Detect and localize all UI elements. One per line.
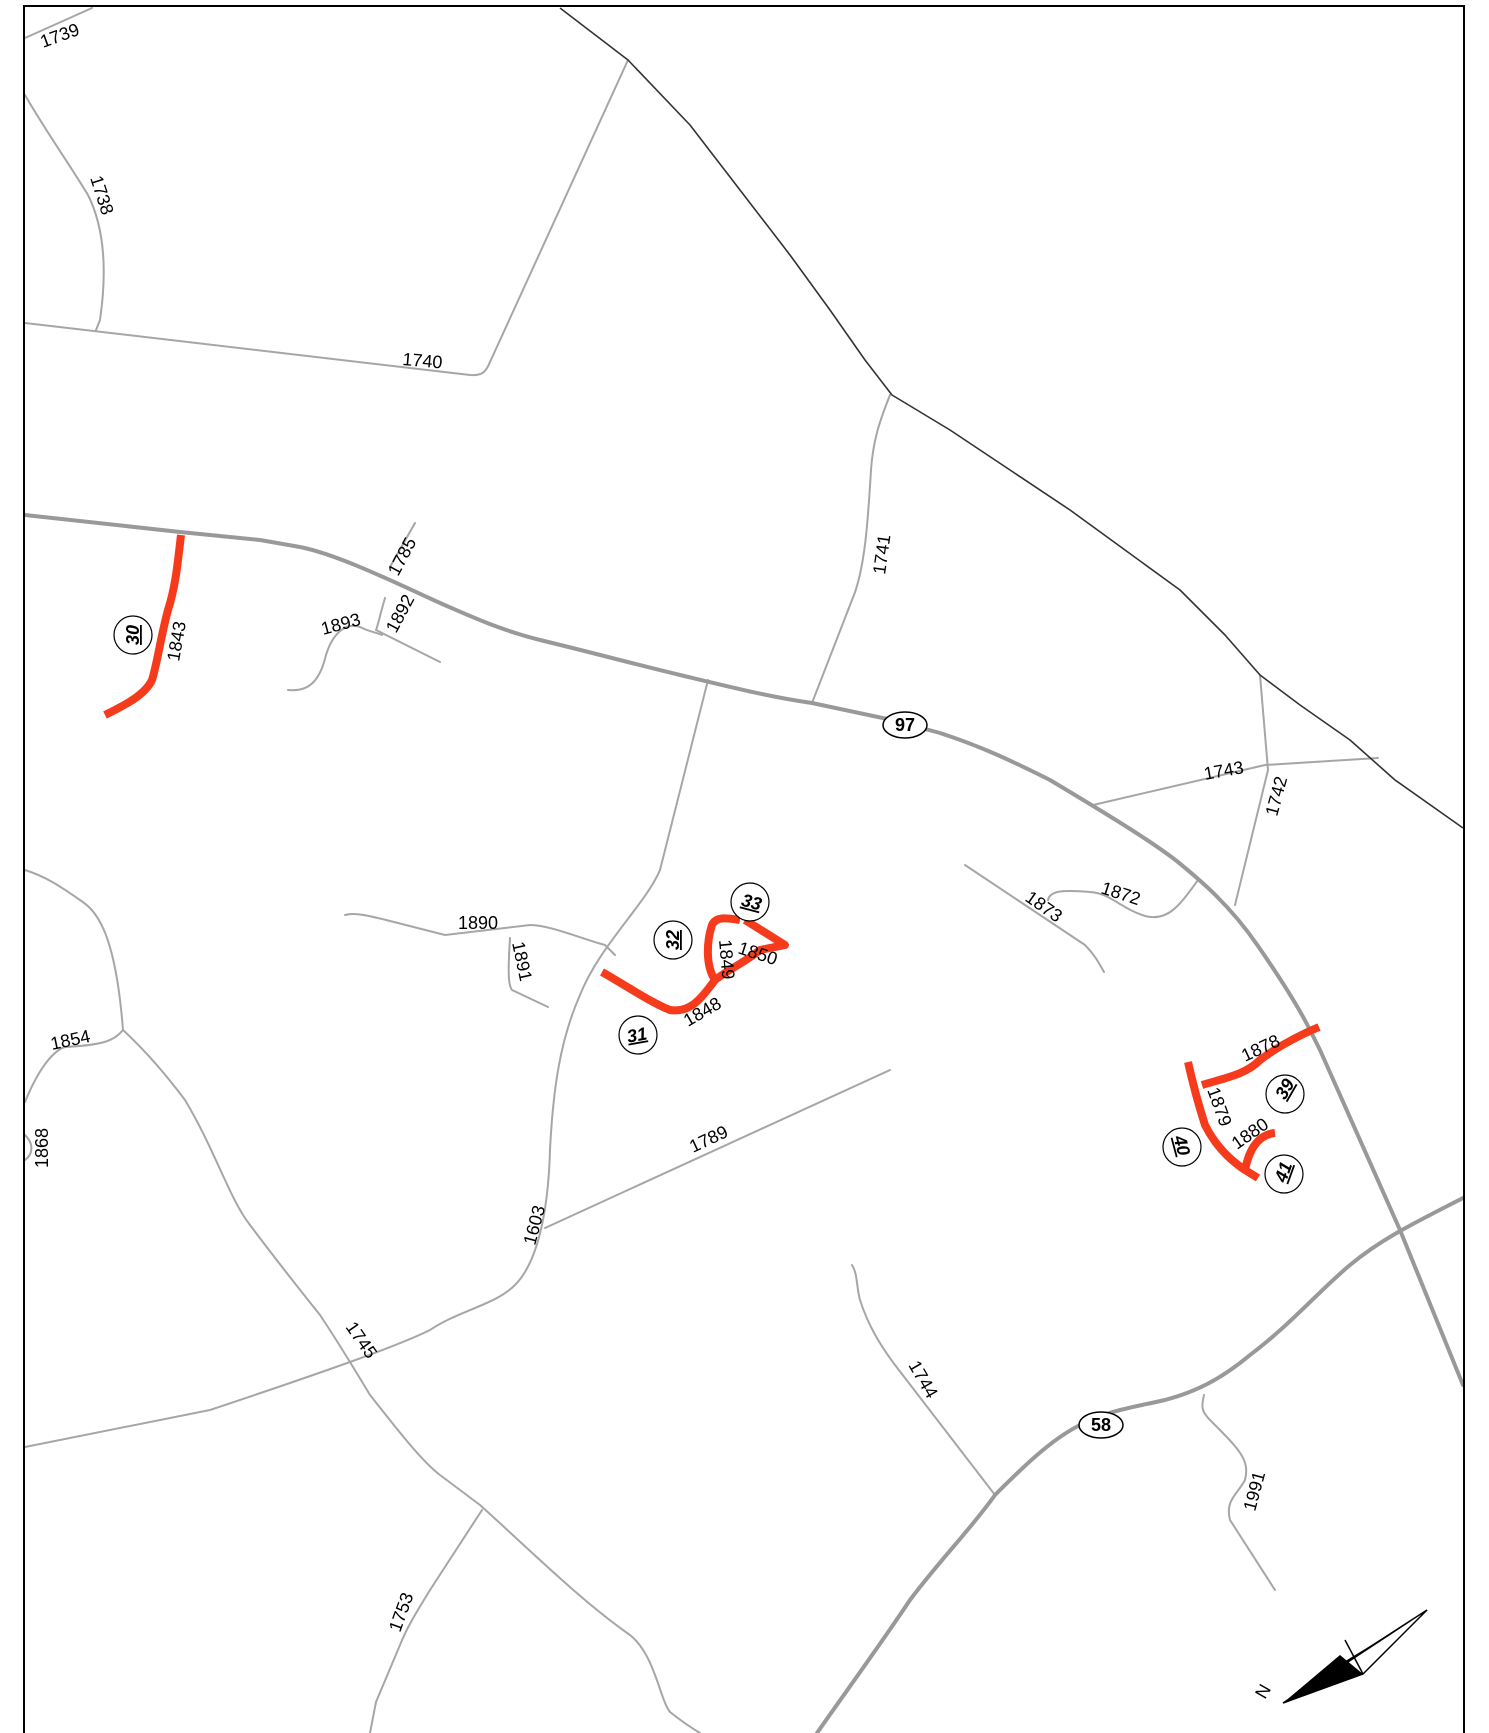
highway-shield-label: 97 [895,715,915,735]
road-1872 [1047,879,1199,919]
road-label: 1739 [38,19,82,51]
project-segment-1880 [1241,1129,1276,1171]
road-1892 [375,597,441,663]
road-1991 [1201,1394,1276,1591]
road-label: 1738 [86,173,117,217]
primary-routes [23,513,1465,1733]
road-label: 1891 [508,940,536,983]
road-label: 1854 [49,1026,92,1054]
project-marker-label: 31 [625,1024,648,1047]
road-1603 [24,679,709,1448]
highway-shield-58: 58 [1078,1411,1124,1439]
road-1740 [24,59,629,377]
project-marker-label: 30 [123,625,143,645]
road-label: 1753 [385,1590,417,1634]
project-marker-30: 30 [113,615,153,655]
road-label: 1789 [686,1122,731,1157]
route-58 [815,1196,1465,1733]
road-label: 1743 [1202,757,1245,784]
project-segment-1879 [1184,1061,1261,1182]
road-label: 1741 [869,533,894,575]
road-label: 1893 [319,609,363,639]
map-frame [23,5,1465,1733]
road-1753 [369,1509,483,1733]
road-1854 [24,869,124,1103]
road-1868 [24,1134,33,1161]
project-marker-41: 41 [1264,1154,1304,1194]
project-segment-1850 [712,916,789,984]
road-label: 1991 [1240,1469,1270,1513]
road-1873 [964,864,1105,973]
road-1739 [24,7,93,39]
project-marker-32: 32 [653,920,693,960]
road-label: 1740 [402,349,444,372]
project-marker-31: 31 [618,1015,658,1055]
road-label: 1849 [715,939,738,981]
road-1785 [389,522,416,568]
road-1744 [851,1264,996,1496]
project-marker-33: 33 [730,882,770,922]
project-segment-1843 [103,534,185,719]
project-marker-label: 32 [663,930,683,950]
highway-shield-97: 97 [882,711,928,739]
secondary-roads [24,7,1379,1733]
road-1743 [1092,757,1379,806]
road-label: 1785 [384,534,420,579]
road-1893 [287,624,383,692]
project-marker-39: 39 [1265,1074,1305,1114]
road-label: 1868 [32,1128,52,1168]
project-marker-40: 40 [1162,1127,1202,1167]
shield-oval-icon [882,711,928,739]
road-label: 1890 [458,913,498,933]
project-segment-1878 [1200,1023,1321,1089]
county-boundary [559,7,1464,829]
road-labels: 1739 1738 1740 1741 1785 1892 1893 1843 … [32,19,1291,1634]
road-label: 1603 [520,1203,550,1247]
route-97 [23,513,1465,1387]
road-1891 [507,937,549,1008]
project-segment-1848 [600,968,719,1015]
road-1742 [1234,674,1269,906]
north-arrow-label: N [1251,1681,1275,1702]
highway-shield-label: 58 [1091,1415,1111,1435]
road-1741 [811,394,891,704]
road-label: 1892 [382,591,418,636]
road-1745 [122,1029,701,1733]
road-1738 [24,94,105,331]
project-segment-1849 [703,914,741,983]
road-label: 1744 [905,1357,942,1402]
road-label: 1873 [1022,887,1066,926]
shield-oval-icon [1078,1411,1124,1439]
road-1890 [344,912,616,956]
road-1789 [544,1069,891,1229]
north-arrow-icon: N [1251,1609,1428,1704]
road-label: 1745 [342,1318,381,1362]
project-segments [103,534,1321,1182]
